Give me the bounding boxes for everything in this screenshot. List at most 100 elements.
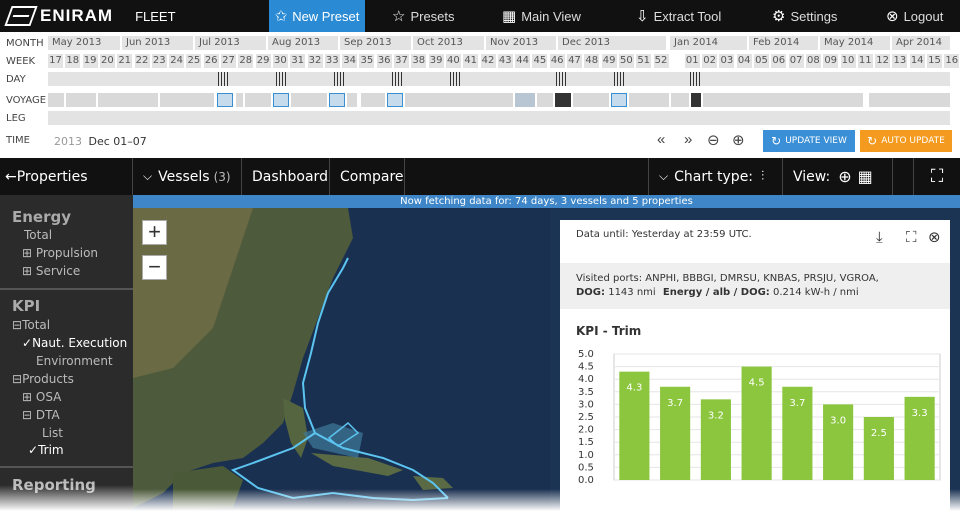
voyage-segment[interactable] [537, 93, 553, 107]
week-cell[interactable]: 01 [684, 54, 700, 68]
main-view-button[interactable]: ▦ Main View [502, 0, 581, 32]
week-cell[interactable]: 11 [857, 54, 873, 68]
voyage-segment-selected[interactable] [329, 93, 345, 107]
week-cell[interactable]: 21 [117, 54, 133, 68]
week-cell[interactable]: 39 [428, 54, 444, 68]
bar[interactable] [863, 417, 894, 480]
sidebar-item-naut-execution[interactable]: ✓Naut. Execution [22, 336, 128, 350]
vessels-dropdown[interactable]: ⌵ Vessels (3) [133, 158, 242, 195]
week-cell[interactable]: 32 [307, 54, 323, 68]
day-row[interactable] [48, 72, 950, 86]
extract-tool-button[interactable]: ⇩ Extract Tool [636, 0, 721, 32]
sidebar-item-kpi-total[interactable]: ⊟Total [12, 318, 51, 332]
voyage-segment[interactable] [405, 93, 513, 107]
month-cell[interactable]: May 2014 [820, 36, 890, 50]
month-cell[interactable]: Oct 2013 [413, 36, 484, 50]
week-cell[interactable]: 37 [394, 54, 409, 68]
month-cell[interactable]: Jun 2013 [122, 36, 193, 50]
voyage-segment[interactable] [361, 93, 385, 107]
new-preset-button[interactable]: ✩ New Preset [269, 0, 365, 32]
week-cell[interactable]: 27 [221, 54, 236, 68]
week-cell[interactable]: 15 [927, 54, 942, 68]
prev-period-icon[interactable]: « [657, 131, 666, 148]
week-cell[interactable]: 17 [48, 54, 63, 68]
week-cell[interactable]: 22 [134, 54, 150, 68]
week-cell[interactable]: 38 [411, 54, 427, 68]
sidebar-item-service[interactable]: ⊞ Service [22, 264, 81, 278]
month-cell[interactable]: Dec 2013 [558, 36, 666, 50]
voyage-segment-selected[interactable] [387, 93, 403, 107]
logout-button[interactable]: ⊗ Logout [886, 0, 943, 32]
globe-icon[interactable]: ⊕ [838, 167, 852, 186]
voyage-segment[interactable] [671, 93, 689, 107]
close-icon[interactable]: ⊗ [928, 228, 941, 246]
fullscreen-button[interactable]: ⛶ [913, 158, 960, 195]
week-cell[interactable]: 02 [702, 54, 718, 68]
week-cell[interactable]: 40 [445, 54, 461, 68]
week-cell[interactable]: 36 [376, 54, 392, 68]
week-cell[interactable]: 08 [805, 54, 821, 68]
week-cell[interactable]: 07 [788, 54, 804, 68]
sidebar-item-environment[interactable]: Environment [36, 354, 113, 368]
next-period-icon[interactable]: » [684, 131, 693, 148]
month-cell[interactable]: Jan 2014 [670, 36, 747, 50]
week-cell[interactable]: 30 [272, 54, 288, 68]
tab-compare[interactable]: Compare [330, 158, 405, 195]
month-cell[interactable]: Nov 2013 [486, 36, 556, 50]
voyage-segment[interactable] [48, 93, 64, 107]
voyage-segment[interactable] [98, 93, 158, 107]
week-cell[interactable]: 13 [892, 54, 908, 68]
properties-toggle[interactable]: ←Properties [0, 158, 133, 195]
section-energy[interactable]: Energy [12, 208, 72, 226]
week-cell[interactable]: 52 [653, 54, 669, 68]
week-cell[interactable]: 28 [238, 54, 254, 68]
month-cell[interactable]: Jul 2013 [195, 36, 266, 50]
voyage-segment[interactable] [347, 93, 357, 107]
grid-view-icon[interactable]: ▦ [857, 167, 873, 186]
week-cell[interactable]: 12 [875, 54, 891, 68]
month-cell[interactable]: Aug 2013 [268, 36, 338, 50]
zoom-out-icon[interactable]: ⊖ [707, 132, 720, 149]
week-cell[interactable]: 51 [636, 54, 652, 68]
voyage-segment-active[interactable] [555, 93, 571, 107]
map-zoom-in-button[interactable]: + [142, 220, 167, 245]
week-cell[interactable]: 34 [342, 54, 358, 68]
week-cell[interactable]: 18 [65, 54, 81, 68]
week-cell[interactable]: 48 [584, 54, 600, 68]
week-cell[interactable]: 16 [944, 54, 960, 68]
bar[interactable] [904, 396, 935, 480]
bar[interactable] [782, 386, 813, 480]
week-cell[interactable]: 05 [754, 54, 769, 68]
month-cell[interactable]: Feb 2014 [749, 36, 818, 50]
week-cell[interactable]: 10 [840, 54, 856, 68]
eniram-logo[interactable]: ENIRAM FLEET [4, 4, 176, 28]
week-cell[interactable]: 35 [359, 54, 375, 68]
week-cell[interactable]: 43 [497, 54, 513, 68]
sidebar-item-products[interactable]: ⊟Products [12, 372, 74, 386]
bar[interactable] [700, 399, 731, 480]
voyage-segment[interactable] [236, 93, 243, 107]
week-cell[interactable]: 42 [480, 54, 496, 68]
week-cell[interactable]: 20 [99, 54, 115, 68]
bar[interactable] [741, 366, 772, 480]
zoom-in-icon[interactable]: ⊕ [732, 132, 745, 149]
week-cell[interactable]: 45 [532, 54, 548, 68]
voyage-segment[interactable] [629, 93, 669, 107]
voyage-segment-selected[interactable] [273, 93, 289, 107]
week-cell[interactable]: 41 [463, 54, 479, 68]
section-kpi[interactable]: KPI [12, 297, 41, 315]
voyage-segment[interactable] [515, 93, 535, 107]
voyage-segment[interactable] [66, 93, 96, 107]
voyage-segment-selected[interactable] [611, 93, 627, 107]
week-cell[interactable]: 44 [515, 54, 531, 68]
week-cell[interactable]: 09 [823, 54, 839, 68]
leg-row[interactable] [48, 111, 950, 125]
week-cell[interactable]: 33 [324, 54, 340, 68]
bar[interactable] [619, 371, 650, 480]
auto-update-button[interactable]: ↻ AUTO UPDATE [860, 130, 952, 152]
week-cell[interactable]: 46 [549, 54, 565, 68]
month-cell[interactable]: Apr 2014 [892, 36, 950, 50]
voyage-segment[interactable] [291, 93, 327, 107]
sidebar-item-list[interactable]: List [42, 426, 63, 440]
presets-button[interactable]: ☆ Presets [392, 0, 455, 32]
